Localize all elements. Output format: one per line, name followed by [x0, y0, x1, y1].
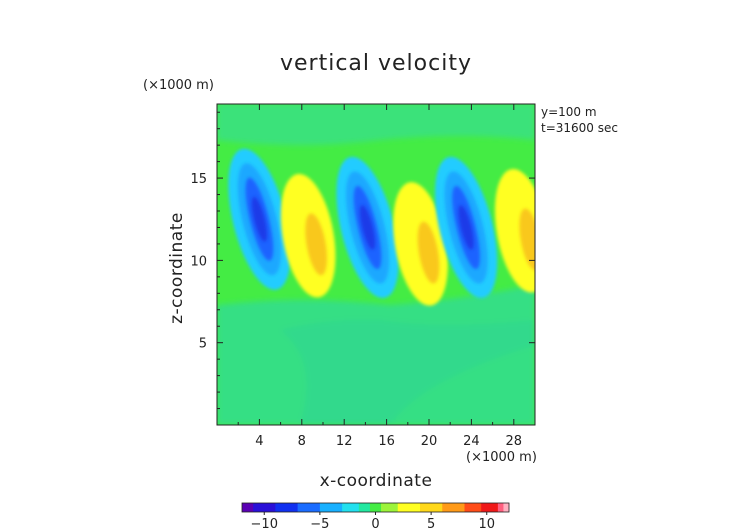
- colorbar-segment: [319, 503, 326, 512]
- colorbar-segment: [481, 503, 488, 512]
- x-axis-label: x-coordinate: [320, 471, 433, 491]
- updraft-cell-6: [494, 168, 535, 293]
- colorbar-segment: [286, 503, 293, 512]
- updraft-contour-2: [519, 208, 535, 271]
- colorbar-segment: [292, 503, 299, 512]
- updraft-contour-2: [305, 213, 327, 276]
- colorbar-segment: [308, 503, 315, 512]
- downdraft-cell-1: [228, 148, 291, 290]
- colorbar-segment: [247, 503, 254, 512]
- colorbar-segment: [497, 503, 504, 512]
- x-tick-label: 24: [463, 434, 480, 449]
- colorbar-segment: [486, 503, 493, 512]
- colorbar-segment: [275, 503, 282, 512]
- colorbar-segment: [436, 503, 443, 512]
- colorbar-segment: [336, 503, 343, 512]
- chart-title: vertical velocity: [280, 51, 472, 76]
- colorbar-tick-label: 5: [427, 517, 435, 532]
- colorbar-segment: [475, 503, 482, 512]
- x-tick-label: 8: [298, 434, 306, 449]
- colorbar-segment: [420, 503, 426, 512]
- colorbar-segment: [431, 503, 438, 512]
- colorbar-segment: [458, 503, 465, 512]
- colorbar-segment: [442, 503, 449, 512]
- annotation-t: t=31600 sec: [541, 121, 618, 135]
- colorbar-segment: [503, 503, 510, 512]
- colorbar-segment: [369, 503, 376, 512]
- colorbar-segment: [453, 503, 460, 512]
- updraft-contour-2: [417, 221, 440, 284]
- colorbar-tick-label: 10: [478, 517, 495, 532]
- weak-downdraft-region: [217, 104, 535, 425]
- x-tick-label: 4: [255, 434, 263, 449]
- x-tick-label: 12: [336, 434, 353, 449]
- colorbar-segment: [364, 503, 371, 512]
- colorbar-tick-label: −5: [310, 517, 329, 532]
- colorbar-segment: [464, 503, 471, 512]
- colorbar-segment: [425, 503, 432, 512]
- x-unit-label: (×1000 m): [466, 450, 537, 465]
- colorbar-segment: [408, 503, 415, 512]
- y-axis-label: z-coordinate: [167, 212, 187, 324]
- annotation-y: y=100 m: [541, 105, 597, 119]
- downdraft-cell-3: [336, 156, 399, 299]
- colorbar-segment: [269, 503, 276, 512]
- colorbar-ticks: −10 −5 0 5 10: [251, 512, 495, 532]
- colorbar-segment: [386, 503, 393, 512]
- colorbar-segment: [403, 503, 410, 512]
- colorbar-segment: [325, 503, 332, 512]
- downdraft-contour-4: [251, 196, 267, 242]
- x-tick-label: 20: [421, 434, 438, 449]
- colorbar-segment: [280, 503, 287, 512]
- downdraft-contour-4: [458, 205, 474, 250]
- colorbar-segment: [358, 503, 365, 512]
- velocity-cells: [228, 148, 535, 306]
- colorbar-segment: [347, 503, 354, 512]
- colorbar-segment: [264, 503, 271, 512]
- updraft-cell-4: [393, 182, 448, 306]
- plot-area: [217, 104, 535, 425]
- y-axis: 5 10 15: [190, 111, 535, 410]
- colorbar-segment: [397, 503, 404, 512]
- colorbar-segment: [331, 503, 337, 512]
- colorbar-segment: [392, 503, 399, 512]
- x-tick-label: 16: [378, 434, 395, 449]
- colorbar-segment: [303, 503, 310, 512]
- colorbar-segment: [414, 503, 421, 512]
- plot-border: [216, 103, 536, 426]
- colorbar: [241, 502, 510, 513]
- colorbar-segment: [258, 503, 265, 512]
- colorbar-segment: [314, 503, 321, 512]
- downdraft-contour-4: [359, 205, 376, 250]
- colorbar-segment: [353, 503, 360, 512]
- colorbar-segment: [342, 503, 349, 512]
- colorbar-segment: [492, 503, 499, 512]
- y-tick-label: 15: [190, 172, 207, 187]
- colorbar-segment: [242, 503, 248, 512]
- updraft-cell-2: [280, 173, 336, 298]
- y-tick-label: 10: [190, 254, 207, 269]
- colorbar-tick-label: −10: [251, 517, 278, 532]
- colorbar-segment: [297, 503, 304, 512]
- colorbar-segment: [253, 503, 260, 512]
- colorbar-segment: [375, 503, 382, 512]
- colorbar-segment: [447, 503, 454, 512]
- colorbar-tick-label: 0: [371, 517, 379, 532]
- downdraft-cell-5: [434, 156, 498, 299]
- x-tick-label: 28: [506, 434, 523, 449]
- colorbar-segment: [381, 503, 388, 512]
- colorbar-segment: [470, 503, 477, 512]
- y-tick-label: 5: [199, 337, 207, 352]
- x-axis: 4 8 12 16 20 24 28: [237, 104, 523, 449]
- y-unit-label: (×1000 m): [143, 78, 214, 93]
